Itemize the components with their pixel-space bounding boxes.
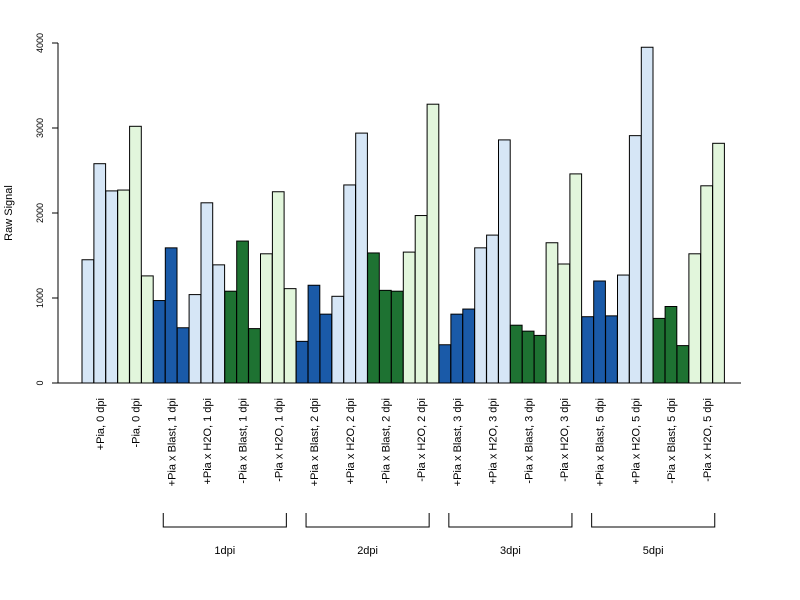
bar bbox=[640, 46, 654, 384]
group-brackets: 1dpi 2dpi 3dpi 5dpi bbox=[162, 513, 716, 557]
bar bbox=[248, 328, 261, 384]
bar bbox=[200, 202, 214, 384]
bar bbox=[617, 274, 630, 384]
bar bbox=[343, 184, 356, 384]
bar bbox=[271, 191, 285, 384]
bar bbox=[533, 334, 547, 384]
category-label: -Pia x Blast, 5 dpi bbox=[666, 398, 678, 484]
bar bbox=[498, 139, 511, 384]
bar bbox=[652, 317, 666, 384]
y-tick-label: 2000 bbox=[35, 203, 45, 223]
bar bbox=[402, 251, 416, 384]
bar bbox=[81, 259, 95, 384]
bar bbox=[545, 242, 559, 384]
bar bbox=[141, 275, 154, 384]
bar bbox=[450, 313, 464, 384]
category-label: +Pia x H2O, 5 dpi bbox=[630, 398, 642, 485]
y-tick-label: 1000 bbox=[35, 288, 45, 308]
bar bbox=[486, 234, 499, 384]
y-axis-title: Raw Signal bbox=[3, 185, 15, 241]
bar bbox=[438, 344, 452, 384]
y-tick-label: 3000 bbox=[35, 118, 45, 138]
bar bbox=[129, 125, 142, 384]
category-label: +Pia x Blast, 1 dpi bbox=[166, 398, 178, 486]
group-bracket bbox=[591, 513, 716, 528]
bar bbox=[260, 253, 273, 384]
category-label: +Pia x H2O, 1 dpi bbox=[202, 398, 214, 485]
bar bbox=[93, 163, 107, 384]
bar bbox=[236, 240, 249, 384]
bar bbox=[688, 253, 702, 384]
group-label: 1dpi bbox=[214, 545, 235, 557]
bar bbox=[176, 327, 190, 384]
bar bbox=[224, 290, 238, 384]
group-label: 2dpi bbox=[357, 545, 378, 557]
bar bbox=[355, 132, 368, 384]
bar bbox=[569, 173, 583, 384]
bar bbox=[379, 289, 392, 384]
category-label: +Pia x H2O, 2 dpi bbox=[345, 398, 357, 485]
bar bbox=[105, 190, 119, 384]
bar bbox=[188, 294, 202, 384]
bar bbox=[331, 295, 345, 384]
bar bbox=[712, 142, 725, 384]
group-bracket bbox=[448, 513, 573, 528]
bar bbox=[664, 306, 678, 384]
bar bbox=[605, 315, 618, 384]
bar bbox=[367, 252, 380, 384]
category-label: -Pia, 0 dpi bbox=[131, 398, 143, 448]
bar bbox=[509, 324, 523, 384]
bar bbox=[521, 330, 535, 384]
bar bbox=[700, 185, 713, 384]
category-label: +Pia, 0 dpi bbox=[95, 398, 107, 450]
category-label: -Pia x Blast, 3 dpi bbox=[523, 398, 535, 484]
category-label: -Pia x Blast, 2 dpi bbox=[380, 398, 392, 484]
category-label: -Pia x H2O, 1 dpi bbox=[273, 398, 285, 482]
bar bbox=[474, 247, 487, 384]
bar bbox=[307, 284, 321, 384]
bar bbox=[152, 300, 166, 384]
group-bracket bbox=[162, 513, 287, 528]
category-label: +Pia x H2O, 3 dpi bbox=[488, 398, 500, 485]
bar bbox=[557, 263, 571, 384]
category-label: -Pia x H2O, 3 dpi bbox=[559, 398, 571, 482]
category-label: -Pia x Blast, 1 dpi bbox=[238, 398, 250, 484]
category-label: +Pia x Blast, 2 dpi bbox=[309, 398, 321, 486]
bar bbox=[676, 345, 690, 384]
bar bbox=[117, 189, 130, 384]
category-label: -Pia x H2O, 5 dpi bbox=[702, 398, 714, 482]
group-bracket bbox=[305, 513, 430, 528]
bar bbox=[212, 264, 226, 384]
category-label: -Pia x H2O, 2 dpi bbox=[416, 398, 428, 482]
group-label: 5dpi bbox=[643, 545, 664, 557]
bar bbox=[164, 247, 178, 384]
bar bbox=[390, 290, 404, 384]
category-labels: +Pia, 0 dpi -Pia, 0 dpi +Pia x Blast, 1 dp… bbox=[95, 398, 714, 486]
bar bbox=[414, 215, 428, 384]
category-label: +Pia x Blast, 5 dpi bbox=[595, 398, 607, 486]
y-tick-label: 0 bbox=[35, 380, 45, 385]
bar bbox=[462, 308, 475, 384]
bar bbox=[295, 340, 309, 384]
bar bbox=[283, 288, 297, 384]
bar bbox=[319, 313, 333, 384]
bar bbox=[593, 280, 606, 384]
bar bbox=[628, 135, 642, 384]
group-label: 3dpi bbox=[500, 545, 521, 557]
bar bbox=[581, 316, 594, 384]
bar bbox=[426, 103, 440, 384]
y-tick-label: 4000 bbox=[35, 33, 45, 53]
category-label: +Pia x Blast, 3 dpi bbox=[452, 398, 464, 486]
bars bbox=[81, 46, 725, 384]
